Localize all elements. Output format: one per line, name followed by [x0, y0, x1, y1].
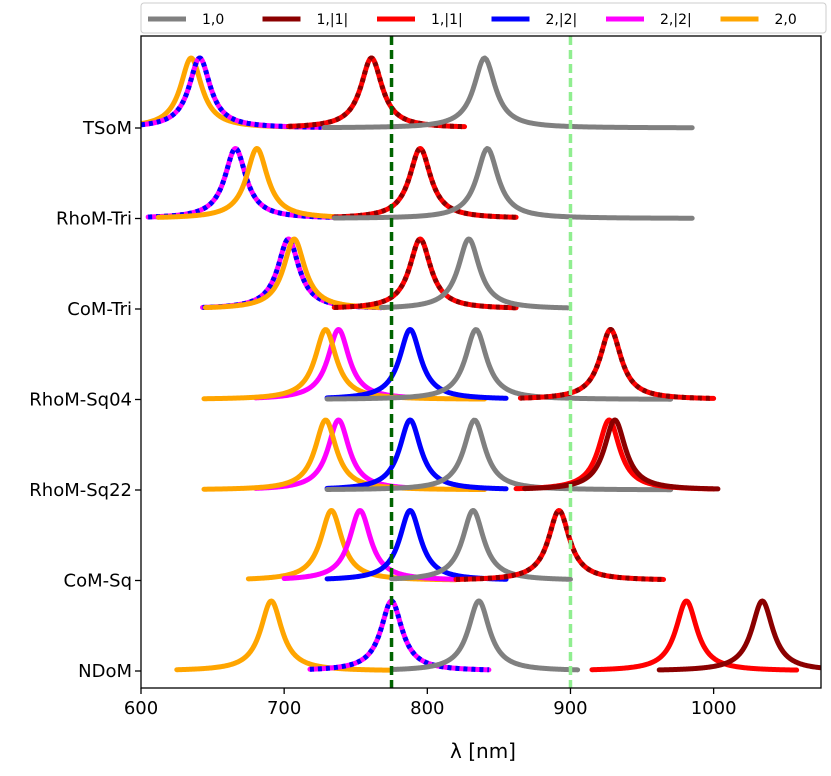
- curve-rhom-sq04-19: [201, 327, 488, 402]
- row-label-com-tri: CoM-Tri: [67, 299, 132, 320]
- legend-label-2: 1,|1|: [431, 12, 463, 28]
- legend-label-1: 1,|1|: [317, 12, 349, 28]
- curve-rhom-sq04-23: [518, 327, 716, 401]
- curve-ndom-37: [307, 598, 492, 673]
- row-label-rhom-sq22: RhoM-Sq22: [29, 480, 132, 501]
- curve-com-sq-33: [389, 508, 573, 582]
- curve-rhom-sq22-27: [324, 417, 674, 493]
- curve-com-sq-35: [454, 508, 666, 582]
- curve-rhom-sq04-18: [253, 327, 437, 401]
- curve-rhom-sq04-22: [517, 327, 717, 401]
- row-label-rhom-sq04: RhoM-Sq04: [29, 390, 132, 411]
- legend-label-5: 2,0: [775, 12, 797, 28]
- curve-rhom-sq22-25: [201, 417, 488, 493]
- curve-rhom-sq22-28: [513, 417, 717, 492]
- x-tick-label-1000: 1000: [691, 698, 737, 719]
- curve-tsom-3: [285, 55, 468, 130]
- curve-rhom-tri-8: [155, 146, 337, 220]
- curve-tsom-5: [321, 55, 695, 131]
- curve-tsom-1: [141, 55, 324, 130]
- curve-com-sq-31: [281, 508, 459, 582]
- curve-rhom-tri-7: [146, 146, 336, 220]
- x-axis-label: λ [nm]: [450, 739, 516, 763]
- curve-ndom-41: [656, 598, 821, 673]
- legend-label-4: 2,|2|: [660, 12, 692, 28]
- curve-rhom-tri-11: [331, 146, 695, 221]
- curve-com-tri-16: [332, 236, 518, 311]
- curve-rhom-sq04-21: [324, 327, 674, 402]
- curve-ndom-40: [589, 598, 800, 673]
- curve-rhom-tri-9: [331, 146, 519, 220]
- curve-com-tri-17: [379, 236, 571, 311]
- curve-rhom-tri-10: [332, 146, 518, 220]
- x-tick-label-600: 600: [124, 698, 158, 719]
- curve-rhom-sq22-29: [522, 417, 721, 492]
- row-label-rhom-tri: RhoM-Tri: [56, 209, 132, 230]
- curve-rhom-sq04-20: [324, 327, 509, 401]
- legend-label-3: 2,|2|: [546, 12, 578, 28]
- legend-label-0: 1,0: [202, 12, 224, 28]
- plot-frame: [140, 35, 822, 689]
- legend-box: [140, 2, 827, 34]
- curve-ndom-36: [174, 598, 395, 673]
- row-label-com-sq: CoM-Sq: [64, 571, 132, 592]
- curve-ndom-39: [390, 598, 581, 673]
- curve-com-tri-13: [200, 236, 384, 311]
- row-label-tsom: TSoM: [82, 118, 132, 139]
- curve-ndom-38: [308, 598, 491, 673]
- x-tick-label-700: 700: [267, 698, 301, 719]
- x-tick-label-900: 900: [553, 698, 587, 719]
- curve-rhom-sq22-26: [324, 417, 509, 492]
- curve-com-tri-15: [331, 236, 519, 311]
- x-tick-label-800: 800: [410, 698, 444, 719]
- curve-rhom-sq22-24: [253, 417, 437, 492]
- row-label-ndom: NDoM: [78, 661, 132, 682]
